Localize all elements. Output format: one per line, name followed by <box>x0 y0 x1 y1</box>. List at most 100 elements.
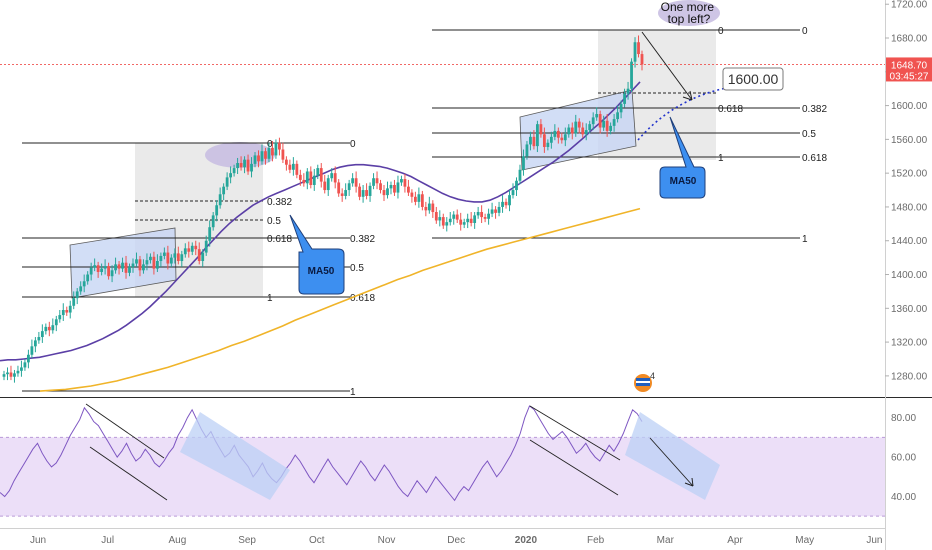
candle <box>274 139 278 159</box>
candle <box>403 174 407 193</box>
candle <box>37 331 41 344</box>
candle <box>260 144 264 165</box>
fib-level-label: 0.618 <box>267 234 292 245</box>
candle <box>173 248 177 264</box>
candle <box>319 163 323 188</box>
candle <box>563 127 567 147</box>
fib-level-label: 0.618 <box>350 293 375 304</box>
event-badge[interactable]: 4 <box>634 371 655 392</box>
candle <box>302 173 306 187</box>
fib-level-label: 0 <box>802 26 808 37</box>
candle <box>142 259 145 274</box>
candle <box>459 212 463 231</box>
candle <box>511 183 515 199</box>
candle <box>201 249 205 267</box>
event-badge-count: 4 <box>650 371 655 381</box>
candle <box>452 211 456 225</box>
candle <box>82 274 86 293</box>
candle <box>616 105 619 123</box>
candle <box>480 205 484 223</box>
candle <box>169 254 173 267</box>
candle <box>222 183 226 201</box>
current-price-value: 1648.70 <box>891 60 928 71</box>
candle <box>65 306 69 316</box>
candle <box>382 184 386 202</box>
price-panel[interactable] <box>0 0 885 397</box>
candle <box>570 122 574 140</box>
candle <box>598 110 602 134</box>
candle <box>100 263 104 276</box>
candle <box>497 201 501 217</box>
candle <box>410 189 414 203</box>
candle <box>372 173 375 190</box>
candle <box>68 300 72 319</box>
time-axis[interactable]: Jun Jul Aug Sep Oct Nov Dec 2020 Feb Mar Apr May Jun <box>30 535 883 546</box>
fib-labels: 0 0.382 0.5 0.618 1 0 0.382 0.5 0.618 1 0 0.382 0.5 0… <box>267 26 827 398</box>
candle <box>110 265 114 283</box>
candle <box>2 370 6 381</box>
candle <box>215 200 219 222</box>
candle <box>560 132 564 144</box>
candle <box>281 142 285 164</box>
candle <box>337 179 341 197</box>
candle <box>420 190 424 211</box>
current-price-tag <box>886 57 932 82</box>
time-tick-label: Sep <box>238 535 256 546</box>
candle <box>208 220 212 247</box>
candle <box>267 142 271 163</box>
candle <box>637 35 640 58</box>
candle <box>393 179 396 196</box>
candle <box>79 281 83 295</box>
candle <box>278 137 281 156</box>
price-axis[interactable]: 1720.001680.001640.001600.001560.001520.… <box>885 0 928 382</box>
candle <box>20 360 23 377</box>
candle <box>358 183 362 201</box>
candle <box>180 250 184 267</box>
candle <box>131 258 135 273</box>
candle <box>124 255 128 279</box>
candle <box>149 253 152 264</box>
candle <box>633 37 637 68</box>
candle <box>145 253 149 271</box>
time-tick-label: May <box>795 535 814 546</box>
candle <box>539 119 543 138</box>
rsi-band <box>0 437 885 517</box>
candle <box>424 201 428 217</box>
candle <box>619 100 623 119</box>
fib-level-label: 0.5 <box>267 216 281 227</box>
candle <box>190 242 194 256</box>
candle <box>588 120 592 134</box>
candle <box>271 141 274 162</box>
fib-level-label: 1 <box>718 153 724 164</box>
ma50-callout-2: MA50 <box>659 116 706 199</box>
candle <box>250 157 253 178</box>
candle <box>577 118 581 134</box>
rsi-tick-label: 40.00 <box>891 492 916 503</box>
candle <box>626 81 630 100</box>
candle <box>407 179 410 196</box>
candle <box>232 164 236 177</box>
top-ellipse-2 <box>658 0 720 26</box>
candle <box>487 208 491 225</box>
candle <box>211 212 215 231</box>
candle <box>86 271 90 285</box>
ma50-projection <box>637 82 781 141</box>
candle <box>155 254 159 272</box>
candle <box>445 217 449 232</box>
candle <box>61 303 65 321</box>
candle <box>469 212 473 227</box>
candle <box>494 206 497 219</box>
candle <box>379 179 382 194</box>
price-tick-label: 1480.00 <box>891 202 928 213</box>
candle <box>288 159 292 174</box>
candle <box>490 202 494 218</box>
rsi-channel-2 <box>625 412 720 500</box>
candle <box>518 164 522 185</box>
candle <box>553 124 557 141</box>
candle <box>312 168 316 191</box>
candle <box>239 156 243 171</box>
candle <box>529 131 532 151</box>
rsi-axis[interactable]: 80.00 60.00 40.00 <box>891 413 916 503</box>
candle <box>75 288 79 305</box>
